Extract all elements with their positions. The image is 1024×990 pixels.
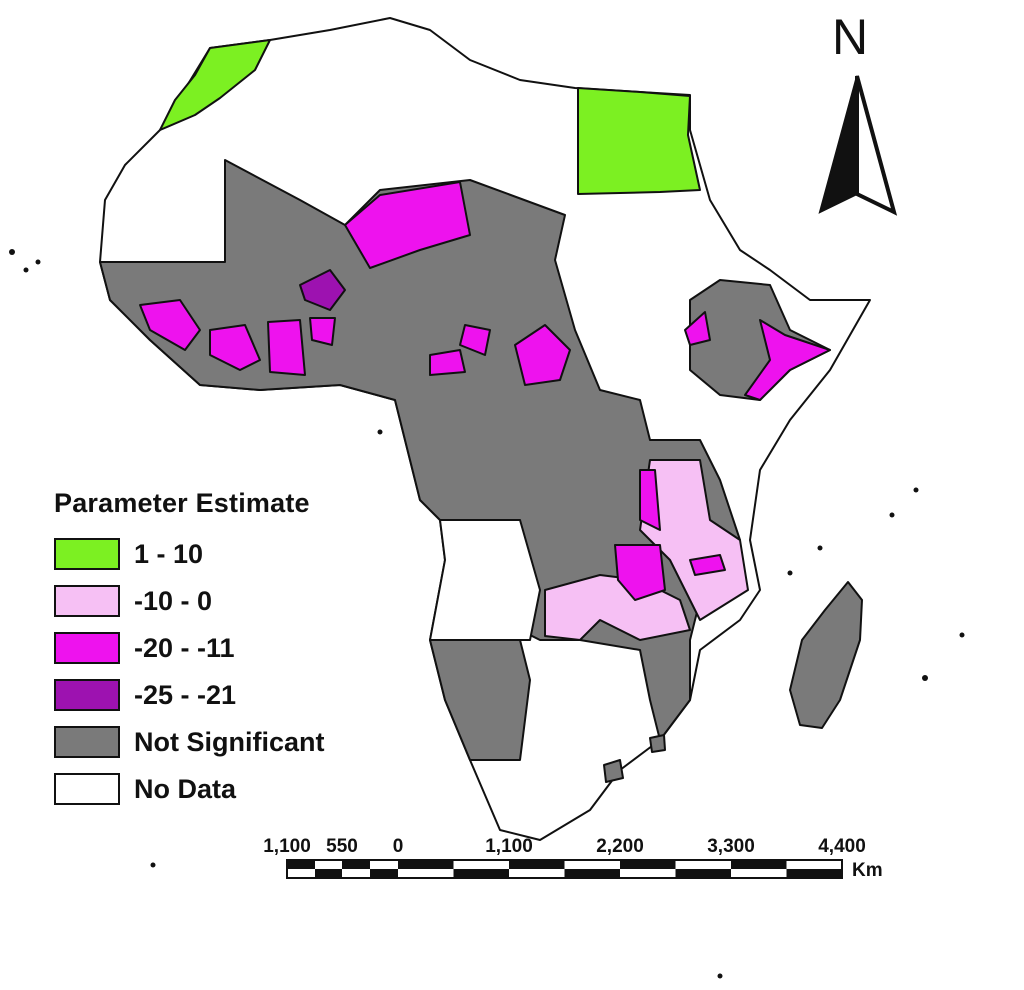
- legend-swatch: [54, 632, 120, 664]
- legend-label: No Data: [134, 773, 237, 804]
- madagascar: [789, 581, 863, 729]
- legend-item: No Data: [54, 772, 414, 806]
- region-sudan-magenta: [514, 324, 571, 386]
- region-mozambique-magenta: [689, 554, 726, 576]
- legend-item: Not Significant: [54, 725, 414, 759]
- region-swaziland: [649, 734, 666, 753]
- legend: Parameter Estimate 1 - 10 -10 - 0 -20 - -1…: [54, 488, 414, 819]
- region-westafrica-magenta-3: [267, 319, 306, 376]
- region-cameroon-magenta: [429, 349, 466, 376]
- north-letter: N: [832, 9, 869, 65]
- legend-item: -25 - -21: [54, 678, 414, 712]
- region-morocco: [159, 39, 271, 131]
- legend-swatch: [54, 726, 120, 758]
- island-dot: [35, 259, 41, 265]
- region-tanzania-magenta: [639, 469, 661, 531]
- island-dot: [150, 862, 156, 868]
- island-dot: [959, 632, 965, 638]
- legend-item: 1 - 10: [54, 537, 414, 571]
- region-burkina-purple: [299, 269, 346, 311]
- legend-label: Not Significant: [134, 726, 325, 757]
- north-arrow-icon: [818, 75, 898, 216]
- region-niger-magenta: [344, 181, 471, 269]
- island-dot: [817, 545, 823, 551]
- island-dot: [913, 487, 919, 493]
- region-ethiopia-magenta-1: [684, 311, 711, 346]
- legend-label: 1 - 10: [134, 538, 204, 569]
- region-westafrica-magenta-4: [309, 317, 336, 346]
- legend-label: -25 - -21: [134, 679, 237, 710]
- legend-swatch: [54, 679, 120, 711]
- island-dot: [9, 249, 15, 255]
- legend-item: -20 - -11: [54, 631, 414, 665]
- region-lesotho: [603, 759, 624, 783]
- region-westafrica-magenta-1: [139, 299, 201, 351]
- island-dot: [922, 675, 928, 681]
- island-dot: [787, 570, 793, 576]
- region-westafrica-magenta-2: [209, 324, 261, 371]
- island-dot: [717, 973, 723, 979]
- legend-label: -10 - 0: [134, 585, 213, 616]
- legend-swatch: [54, 538, 120, 570]
- region-egypt: [577, 87, 701, 195]
- legend-title: Parameter Estimate: [54, 488, 310, 518]
- legend-swatch: [54, 773, 120, 805]
- island-dot: [23, 267, 29, 273]
- legend-swatch: [54, 585, 120, 617]
- legend-item: -10 - 0: [54, 584, 414, 618]
- region-angola: [429, 519, 541, 641]
- legend-label: -20 - -11: [134, 632, 235, 663]
- island-dot: [377, 429, 383, 435]
- region-namibia: [429, 639, 531, 761]
- region-chad-magenta: [459, 324, 491, 356]
- region-ethiopia-magenta-2: [744, 319, 831, 401]
- island-dot: [889, 512, 895, 518]
- region-malawi-magenta: [614, 544, 666, 601]
